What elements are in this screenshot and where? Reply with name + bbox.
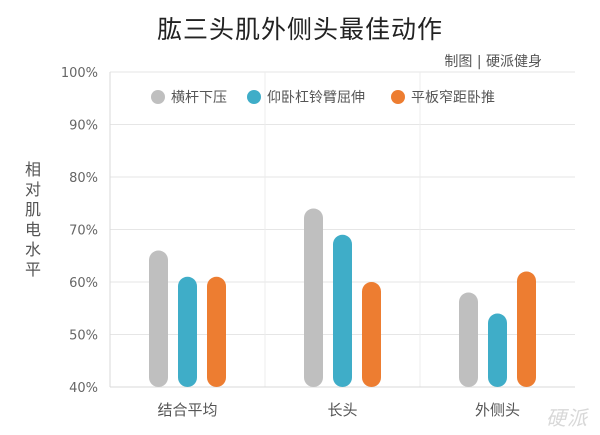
x-tick-label: 长头	[327, 401, 357, 419]
bar	[333, 234, 352, 387]
y-tick-label: 80%	[69, 171, 98, 186]
bar	[362, 282, 381, 387]
y-tick-label: 70%	[69, 224, 98, 239]
bar	[488, 313, 507, 387]
chart-subtitle: 制图 | 硬派健身	[444, 54, 542, 70]
bar	[304, 208, 323, 387]
y-tick-label: 40%	[69, 381, 98, 396]
bar	[207, 276, 226, 387]
y-tick-label: 90%	[69, 119, 98, 134]
chart-title: 肱三头肌外侧头最佳动作	[156, 15, 443, 44]
legend-marker	[391, 90, 405, 104]
bar	[178, 276, 197, 387]
legend-label: 横杆下压	[171, 90, 227, 106]
legend-label: 仰卧杠铃臂屈伸	[267, 90, 365, 106]
watermark: 硬派	[546, 406, 588, 430]
y-tick-label: 100%	[61, 66, 98, 81]
bar	[149, 250, 168, 387]
legend-label: 平板窄距卧推	[411, 89, 495, 106]
x-tick-label: 外侧头	[475, 401, 520, 419]
y-tick-label: 60%	[69, 276, 98, 291]
y-axis-label: 相对肌电水平	[24, 160, 41, 279]
x-tick-label: 结合平均	[157, 401, 217, 419]
legend-marker	[247, 90, 261, 104]
bar	[517, 271, 536, 387]
bar	[459, 292, 478, 387]
legend-marker	[151, 90, 165, 104]
y-tick-label: 50%	[69, 329, 98, 344]
